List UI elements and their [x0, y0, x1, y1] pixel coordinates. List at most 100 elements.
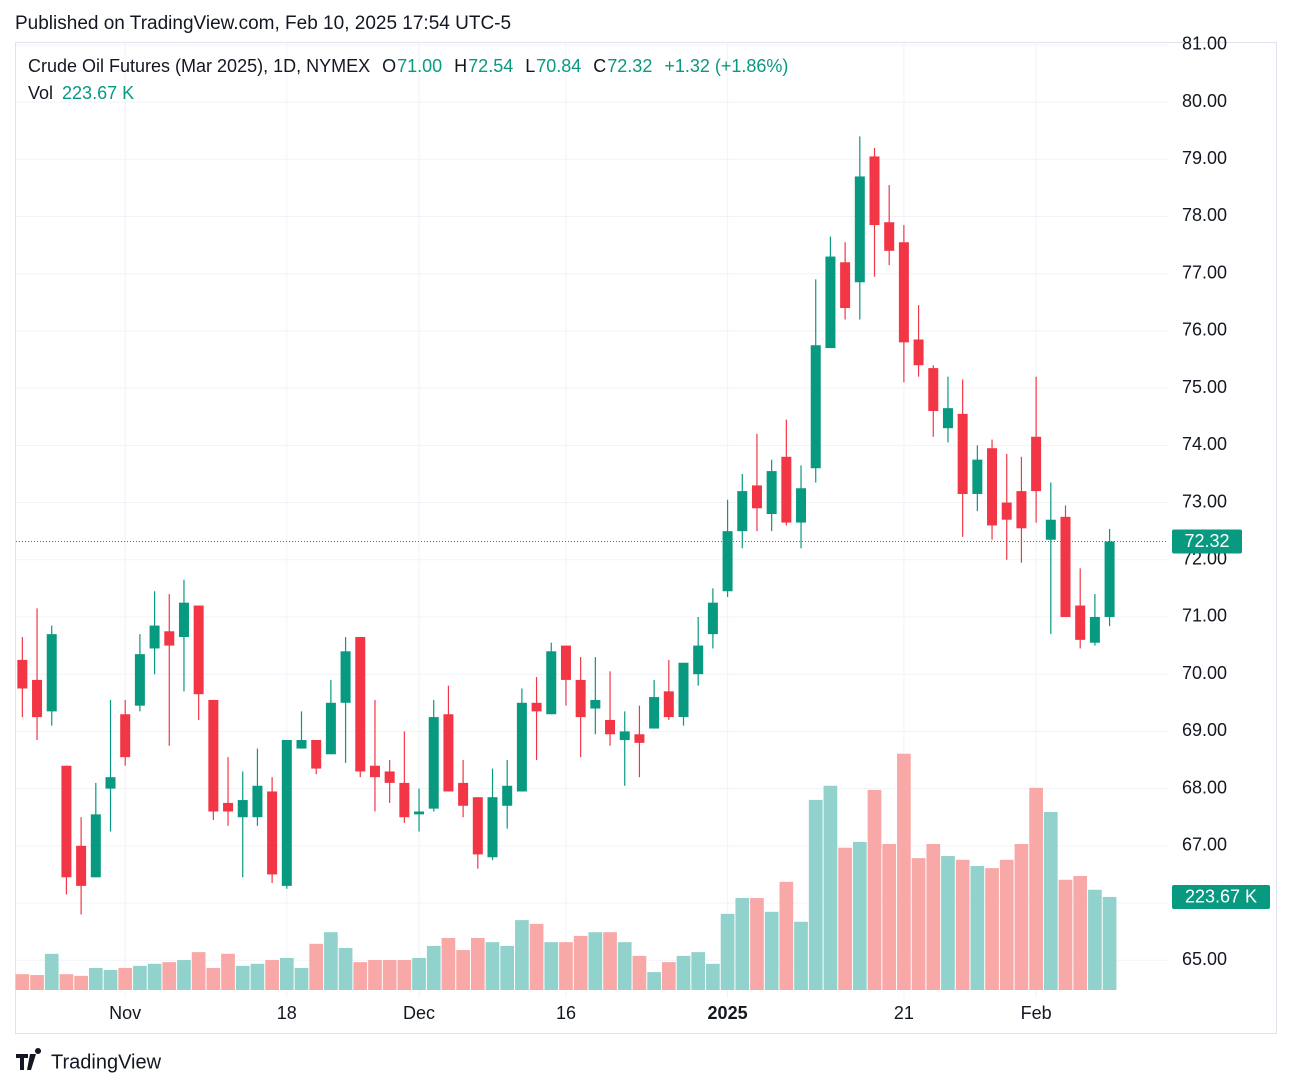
volume-bar — [588, 932, 603, 990]
volume-bar — [808, 799, 823, 990]
candle-body — [575, 679, 586, 718]
volume-bar — [999, 859, 1014, 990]
candle-body — [443, 714, 454, 792]
volume-bar — [441, 938, 456, 990]
volume-bar — [882, 843, 897, 990]
x-tick-label: Dec — [403, 1003, 435, 1023]
candle-body — [1001, 502, 1012, 520]
candle-body — [781, 456, 792, 523]
volume-bar — [970, 866, 985, 990]
volume-bar — [103, 970, 118, 990]
volume-bar — [1014, 843, 1029, 990]
candle-body — [178, 602, 189, 638]
candle-body — [237, 800, 248, 818]
y-tick-label: 79.00 — [1182, 148, 1227, 168]
volume-bar — [265, 960, 279, 990]
candle-body — [311, 739, 322, 769]
candle-body — [414, 811, 425, 815]
candle-body — [707, 602, 718, 635]
y-tick-label: 72.00 — [1182, 549, 1227, 569]
candle-body — [560, 645, 571, 680]
y-tick-label: 80.00 — [1182, 91, 1227, 111]
volume-bar — [324, 932, 338, 990]
x-tick-label: 21 — [894, 1003, 914, 1023]
candle-body — [1016, 491, 1027, 529]
candle-body — [46, 634, 57, 712]
candle-body — [751, 485, 762, 509]
candle-body — [546, 651, 557, 715]
volume-bar — [485, 942, 500, 990]
candle-body — [1045, 519, 1056, 540]
candle-body — [134, 654, 145, 706]
volume-bar — [632, 955, 647, 990]
candle-body — [325, 702, 336, 755]
volume-bar — [353, 962, 368, 990]
candle-body — [252, 785, 263, 818]
candle-body — [796, 488, 807, 523]
volume-bar — [279, 957, 294, 990]
volume-bar — [470, 938, 485, 990]
candle-body — [987, 448, 998, 526]
volume-bar — [852, 841, 867, 990]
volume-bar — [603, 932, 617, 990]
candle-body — [663, 691, 674, 718]
volume-bar — [941, 856, 955, 990]
volume-bar — [926, 843, 941, 990]
y-tick-label: 65.00 — [1182, 949, 1227, 969]
volume-bar — [706, 963, 720, 990]
last-price-label: 72.32 — [1184, 531, 1229, 551]
y-tick-label: 77.00 — [1182, 262, 1227, 282]
candle-body — [928, 368, 939, 412]
candle-body — [369, 765, 380, 778]
y-tick-label: 69.00 — [1182, 720, 1227, 740]
volume-bar — [735, 898, 750, 990]
volume-bar — [617, 942, 632, 990]
volume-bar — [59, 974, 74, 990]
candle-body — [810, 345, 821, 469]
volume-bar — [74, 975, 88, 990]
volume-bar — [794, 921, 808, 990]
chart-frame — [15, 42, 1277, 1034]
volume-bar — [44, 953, 59, 990]
legend-change: +1.32 (+1.86%) — [664, 56, 788, 76]
candle-body — [76, 845, 87, 886]
candle-body — [149, 625, 160, 649]
candle-body — [17, 659, 28, 689]
candle-body — [487, 797, 498, 858]
candle-body — [32, 679, 43, 718]
volume-bar — [147, 963, 162, 990]
y-tick-label: 71.00 — [1182, 606, 1227, 626]
candle-body — [502, 785, 513, 806]
volume-bar — [309, 943, 324, 990]
volume-bar — [661, 962, 676, 990]
candle-body — [399, 782, 410, 818]
candle-body — [458, 782, 469, 806]
candle-body — [590, 699, 601, 709]
y-tick-label: 70.00 — [1182, 663, 1227, 683]
candle-body — [942, 408, 953, 429]
candle-body — [90, 814, 101, 878]
candle-body — [193, 605, 204, 695]
legend-key: O — [382, 56, 396, 76]
volume-bar — [338, 947, 353, 990]
candle-body — [884, 222, 895, 251]
volume-bar — [177, 960, 191, 990]
chart-title: Crude Oil Futures (Mar 2025), 1D, NYMEX — [28, 56, 370, 76]
volume-bar — [1058, 879, 1073, 990]
candle-body — [120, 714, 131, 758]
candle-body — [164, 631, 175, 646]
volume-bar — [1088, 889, 1102, 990]
x-tick-label: 18 — [277, 1003, 297, 1023]
y-tick-label: 76.00 — [1182, 320, 1227, 340]
legend-value: 72.54 — [468, 56, 513, 76]
candle-body — [619, 731, 630, 740]
volume-bar — [1073, 876, 1088, 990]
candle-body — [428, 717, 439, 809]
x-tick-label: Nov — [109, 1003, 141, 1023]
candle-body — [340, 651, 351, 703]
candle-body — [649, 697, 660, 729]
volume-bar — [647, 972, 661, 990]
y-tick-label: 74.00 — [1182, 434, 1227, 454]
candle-body — [267, 791, 278, 875]
volume-bar — [500, 945, 515, 990]
